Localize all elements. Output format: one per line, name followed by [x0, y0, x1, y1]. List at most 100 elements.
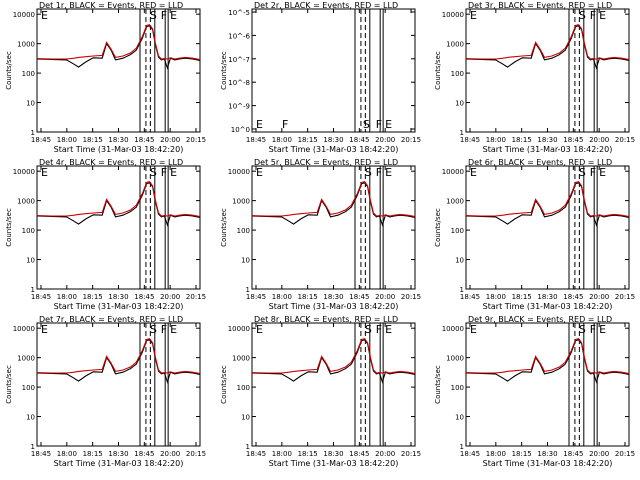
marker-letter: E	[170, 166, 177, 179]
y-tick-label: 10	[241, 414, 250, 422]
y-axis-title: Counts/sec	[220, 365, 228, 404]
x-tick-label: 18:15	[512, 450, 532, 458]
marker-letter: E	[41, 323, 48, 336]
series-lld	[465, 338, 630, 375]
marker-letter: E	[599, 166, 606, 179]
y-tick-label: 1	[31, 286, 35, 294]
x-tick-label: 20:15	[401, 293, 421, 301]
marker-letter: E	[256, 323, 263, 336]
marker-letter: E	[385, 166, 392, 179]
y-axis-title: Counts/sec	[220, 51, 228, 90]
panel-title: Det 2r, BLACK = Events, RED = LLD	[254, 1, 398, 10]
x-tick-label: 18:15	[298, 450, 318, 458]
x-tick-label: 18:30	[323, 450, 343, 458]
y-tick-label: 1	[31, 129, 35, 137]
series-lld	[251, 338, 416, 375]
x-tick-label: 18:15	[83, 450, 103, 458]
y-tick-label: 100	[22, 227, 35, 235]
panel-title: Det 7r, BLACK = Events, RED = LLD	[39, 315, 183, 324]
marker-letter: S	[579, 9, 586, 22]
y-tick-label: 10	[455, 100, 464, 108]
marker-letter: F	[590, 166, 596, 179]
marker-letter: F	[376, 166, 382, 179]
x-tick-label: 18:45	[246, 450, 266, 458]
y-tick-label: 10000	[13, 11, 35, 19]
y-axis-title: Counts/sec	[5, 208, 13, 247]
y-tick-label: 1	[246, 443, 250, 451]
panel-title: Det 4r, BLACK = Events, RED = LLD	[39, 158, 183, 167]
y-tick-label: 10000	[13, 325, 35, 333]
x-tick-label: 18:30	[108, 450, 128, 458]
x-tick-label: 18:45	[134, 450, 154, 458]
x-tick-label: 18:00	[57, 450, 77, 458]
x-tick-label: 18:30	[108, 293, 128, 301]
marker-letter: F	[376, 323, 382, 336]
x-tick-label: 20:15	[186, 136, 206, 144]
x-axis-title: Start Time (31-Mar-03 18:42:20)	[54, 302, 184, 311]
y-axis-title: Counts/sec	[5, 365, 13, 404]
series-lld	[465, 24, 630, 61]
y-tick-label: 100	[237, 384, 250, 392]
y-tick-label: 100	[451, 384, 464, 392]
y-tick-label: 1	[246, 286, 250, 294]
x-tick-label: 18:15	[83, 136, 103, 144]
x-tick-label: 18:15	[512, 136, 532, 144]
y-tick-label: 10	[241, 257, 250, 265]
y-tick-label: 1000	[17, 41, 35, 49]
marker-letter: E	[256, 118, 263, 131]
x-axis-title: Start Time (31-Mar-03 18:42:20)	[483, 145, 613, 154]
panel-title: Det 5r, BLACK = Events, RED = LLD	[254, 158, 398, 167]
x-tick-label: 18:45	[246, 293, 266, 301]
x-tick-label: 20:00	[375, 293, 395, 301]
x-tick-label: 20:15	[615, 293, 635, 301]
panel-title: Det 3r, BLACK = Events, RED = LLD	[468, 1, 612, 10]
marker-letter: F	[590, 323, 596, 336]
y-axis-title: Counts/sec	[220, 208, 228, 247]
x-tick-label: 18:45	[349, 136, 369, 144]
x-axis-title: Start Time (31-Mar-03 18:42:20)	[269, 302, 399, 311]
y-axis-title: Counts/sec	[434, 208, 442, 247]
x-axis-title: Start Time (31-Mar-03 18:42:20)	[269, 145, 399, 154]
x-axis-title: Start Time (31-Mar-03 18:42:20)	[54, 145, 184, 154]
x-tick-label: 18:45	[349, 450, 369, 458]
marker-letter: S	[150, 166, 157, 179]
x-tick-label: 18:00	[272, 293, 292, 301]
x-tick-label: 18:30	[537, 293, 557, 301]
series-lld	[36, 24, 201, 61]
panel-title: Det 8r, BLACK = Events, RED = LLD	[254, 315, 398, 324]
marker-letter: S	[365, 166, 372, 179]
marker-letter: F	[161, 166, 167, 179]
x-tick-label: 18:45	[563, 293, 583, 301]
y-tick-label: 100	[451, 70, 464, 78]
series-lld	[251, 181, 416, 218]
x-tick-label: 18:45	[460, 136, 480, 144]
panel-title: Det 6r, BLACK = Events, RED = LLD	[468, 158, 612, 167]
x-tick-label: 20:00	[375, 450, 395, 458]
marker-letter: S	[150, 9, 157, 22]
marker-letter: S	[579, 323, 586, 336]
marker-letter: E	[470, 9, 477, 22]
series-lld	[36, 181, 201, 218]
y-tick-label: 100	[451, 227, 464, 235]
panel-det4: 18:45 18:00 18:15 18:30 18:45 20:00 20:15 1 10 10…	[5, 158, 206, 311]
x-tick-label: 20:15	[615, 136, 635, 144]
x-tick-label: 20:00	[160, 293, 180, 301]
y-tick-label: 10000	[442, 168, 464, 176]
x-tick-label: 18:30	[537, 450, 557, 458]
y-tick-label: 1000	[446, 41, 464, 49]
panel-det5: 18:45 18:00 18:15 18:30 18:45 20:00 20:15 1 10 10…	[220, 158, 421, 311]
x-axis-title: Start Time (31-Mar-03 18:42:20)	[483, 459, 613, 468]
x-tick-label: 18:30	[108, 136, 128, 144]
x-tick-label: 20:00	[589, 293, 609, 301]
y-tick-label: 10^-7	[228, 56, 250, 64]
y-tick-label: 10	[26, 100, 35, 108]
x-tick-label: 20:00	[589, 136, 609, 144]
marker-letter: S	[150, 323, 157, 336]
x-tick-label: 20:00	[589, 450, 609, 458]
x-tick-label: 18:45	[460, 293, 480, 301]
x-tick-label: 18:45	[349, 293, 369, 301]
x-tick-label: 18:30	[323, 293, 343, 301]
x-tick-label: 18:00	[272, 136, 292, 144]
